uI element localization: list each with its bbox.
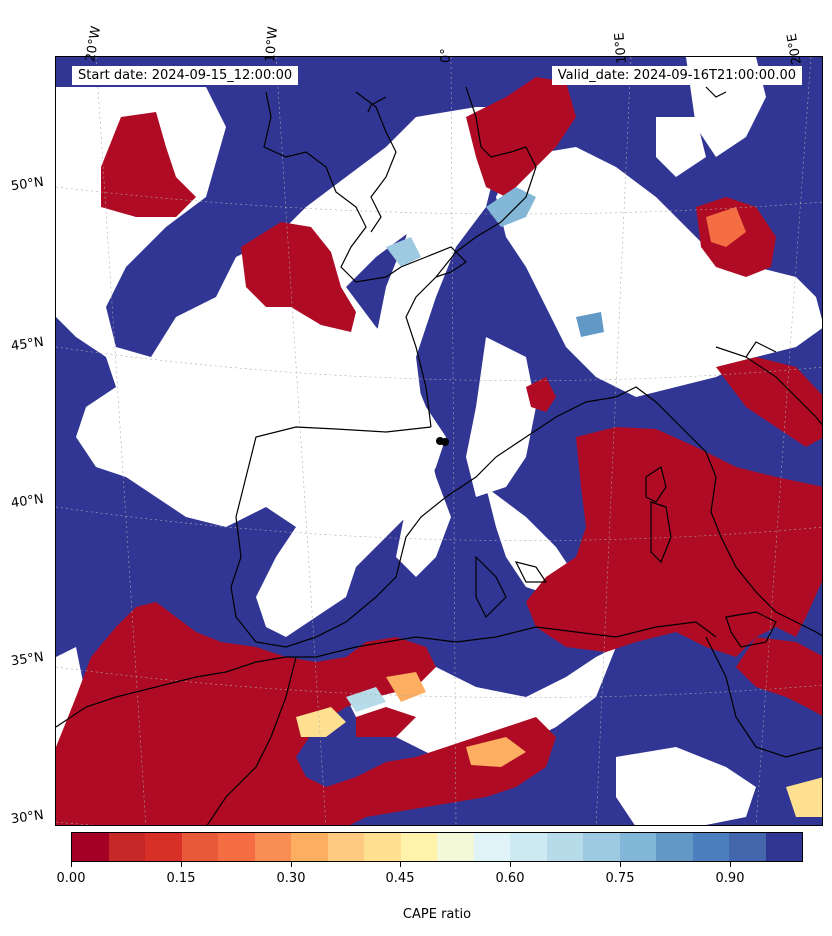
lat-label-50n: 50°N <box>10 174 45 195</box>
lon-label-10e: 10°E <box>612 31 630 65</box>
colorbar-tick-label: 0.45 <box>385 871 415 886</box>
colorbar-title: CAPE ratio <box>402 907 472 922</box>
colorbar-tick-label: 0.30 <box>276 871 306 886</box>
colorbar-segment <box>546 833 583 861</box>
colorbar-tick <box>620 862 621 867</box>
colorbar-segment <box>218 833 255 861</box>
colorbar-tick <box>730 862 731 867</box>
valid-date-label: Valid_date: 2024-09-16T21:00:00.00 <box>551 66 802 85</box>
colorbar-tick-label: 0.75 <box>605 871 635 886</box>
colorbar-segment <box>327 833 364 861</box>
colorbar-tick-label: 0.00 <box>56 871 86 886</box>
colorbar-segment <box>254 833 291 861</box>
colorbar-segment <box>400 833 437 861</box>
colorbar-segment <box>729 833 766 861</box>
colorbar-tick <box>71 862 72 867</box>
colorbar-tick <box>510 862 511 867</box>
colorbar-tick <box>400 862 401 867</box>
colorbar-segment <box>692 833 729 861</box>
colorbar-tick <box>291 862 292 867</box>
lat-label-45n: 45°N <box>10 334 45 355</box>
graticule <box>56 57 822 825</box>
colorbar-segment <box>364 833 401 861</box>
lat-label-30n: 30°N <box>10 807 45 828</box>
lon-label-0: 0° <box>439 48 454 63</box>
colorbar-segment <box>656 833 693 861</box>
coastlines <box>56 86 822 825</box>
location-marker <box>436 437 449 446</box>
lat-label-35n: 35°N <box>10 649 45 670</box>
start-date-label: Start date: 2024-09-15_12:00:00 <box>72 66 299 85</box>
colorbar-segment <box>145 833 182 861</box>
colorbar-segment <box>473 833 510 861</box>
colorbar-segment <box>619 833 656 861</box>
colorbar-tick-label: 0.90 <box>715 871 745 886</box>
colorbar-segment <box>765 833 802 861</box>
colorbar-segment <box>72 833 109 861</box>
colorbar-segment <box>108 833 145 861</box>
lat-label-40n: 40°N <box>10 491 45 512</box>
map-plot-area: Start date: 2024-09-15_12:00:00 Valid_da… <box>55 56 823 826</box>
colorbar-segment <box>291 833 328 861</box>
lon-label-10w: 10°W <box>263 25 282 63</box>
colorbar-tick-label: 0.15 <box>166 871 196 886</box>
colorbar-segment <box>510 833 547 861</box>
transition-accents <box>296 187 822 817</box>
colorbar-segment <box>181 833 218 861</box>
colorbar-segment <box>437 833 474 861</box>
cape-ratio-field <box>56 57 822 825</box>
colorbar <box>71 832 803 862</box>
colorbar-tick <box>181 862 182 867</box>
colorbar-segment <box>583 833 620 861</box>
colorbar-tick-label: 0.60 <box>495 871 525 886</box>
